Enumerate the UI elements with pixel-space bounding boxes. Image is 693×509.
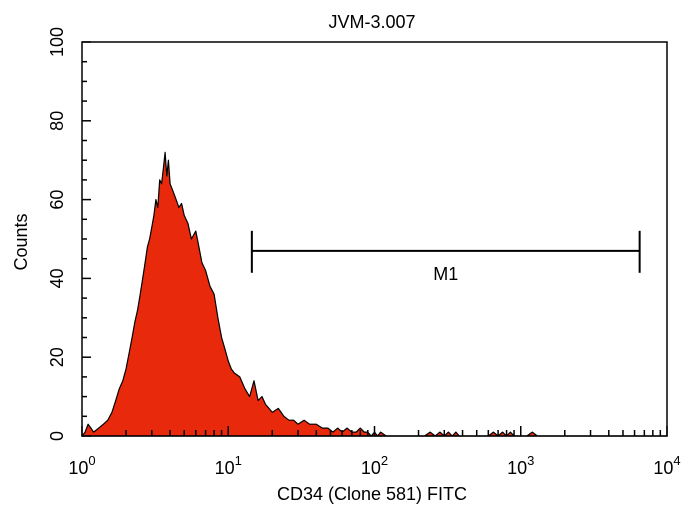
y-tick-label: 60 bbox=[47, 190, 67, 210]
y-tick-label: 40 bbox=[47, 268, 67, 288]
x-tick-label: 102 bbox=[361, 453, 388, 478]
marker-m1: M1 bbox=[250, 230, 641, 284]
x-tick-label: 100 bbox=[68, 453, 95, 478]
y-tick-labels: 0 20 40 60 80 100 bbox=[47, 27, 67, 441]
x-tick-label: 103 bbox=[507, 453, 534, 478]
x-tick-label: 104 bbox=[653, 453, 680, 478]
y-axis-ticks bbox=[82, 41, 91, 437]
y-axis-label: Counts bbox=[11, 213, 31, 270]
x-axis-ticks bbox=[81, 426, 668, 436]
chart-title: JVM-3.007 bbox=[328, 12, 415, 32]
plot-area: M1 bbox=[81, 41, 668, 437]
y-tick-label: 80 bbox=[47, 111, 67, 131]
y-tick-label: 100 bbox=[47, 27, 67, 57]
y-tick-label: 0 bbox=[47, 431, 67, 441]
x-tick-labels: 100 101 102 103 104 bbox=[68, 453, 680, 478]
histogram-area bbox=[81, 151, 668, 437]
x-tick-label: 101 bbox=[215, 453, 242, 478]
x-axis-label: CD34 (Clone 581) FITC bbox=[277, 484, 467, 504]
y-tick-label: 20 bbox=[47, 347, 67, 367]
marker-m1-label: M1 bbox=[433, 264, 458, 284]
